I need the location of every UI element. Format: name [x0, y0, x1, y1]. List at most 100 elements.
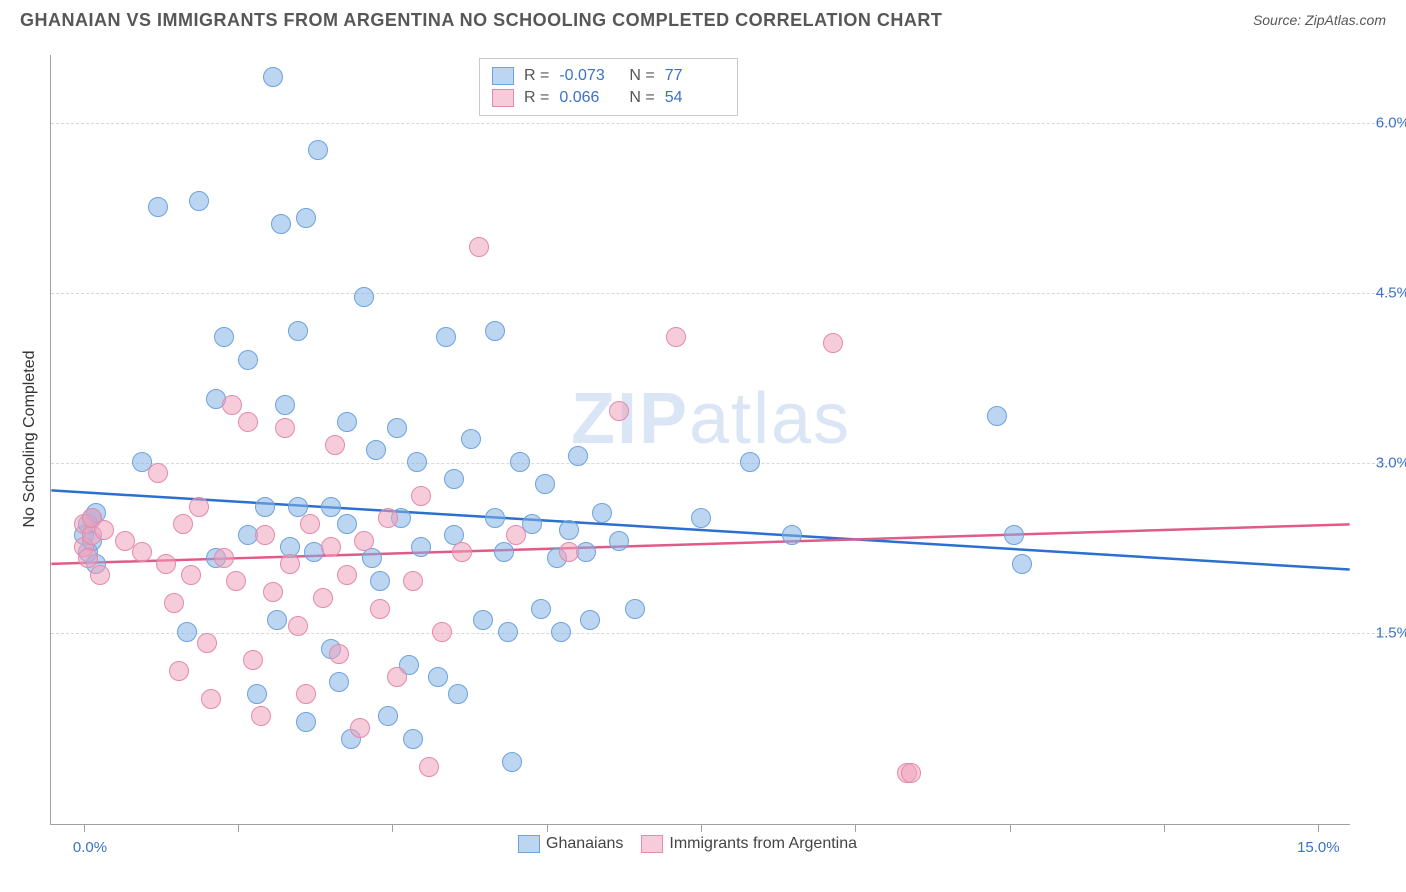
- scatter-point: [580, 610, 600, 630]
- scatter-point: [419, 757, 439, 777]
- legend-N-value: 54: [665, 89, 725, 107]
- x-tick: [392, 824, 393, 832]
- scatter-point: [255, 497, 275, 517]
- scatter-point: [177, 622, 197, 642]
- scatter-point: [181, 565, 201, 585]
- legend-N-label: N =: [629, 89, 654, 107]
- scatter-point: [321, 537, 341, 557]
- y-tick-label: 6.0%: [1376, 114, 1406, 131]
- scatter-point: [288, 616, 308, 636]
- scatter-point: [428, 667, 448, 687]
- scatter-point: [740, 452, 760, 472]
- scatter-point: [148, 463, 168, 483]
- scatter-point: [164, 593, 184, 613]
- scatter-point: [94, 520, 114, 540]
- scatter-point: [337, 565, 357, 585]
- scatter-point: [271, 214, 291, 234]
- scatter-point: [473, 610, 493, 630]
- scatter-point: [691, 508, 711, 528]
- scatter-point: [452, 542, 472, 562]
- legend-R-value: -0.073: [559, 67, 619, 85]
- legend-swatch: [641, 835, 663, 853]
- scatter-point: [609, 401, 629, 421]
- scatter-point: [222, 395, 242, 415]
- y-tick-label: 1.5%: [1376, 624, 1406, 641]
- scatter-point: [403, 571, 423, 591]
- scatter-point: [173, 514, 193, 534]
- scatter-point: [243, 650, 263, 670]
- scatter-point: [494, 542, 514, 562]
- scatter-point: [1004, 525, 1024, 545]
- scatter-point: [148, 197, 168, 217]
- scatter-point: [403, 729, 423, 749]
- scatter-point: [325, 435, 345, 455]
- legend-N-label: N =: [629, 67, 654, 85]
- scatter-point: [485, 508, 505, 528]
- x-tick: [1318, 824, 1319, 832]
- legend-swatch: [492, 89, 514, 107]
- scatter-point: [226, 571, 246, 591]
- scatter-point: [275, 418, 295, 438]
- scatter-point: [288, 321, 308, 341]
- legend-R-value: 0.066: [559, 89, 619, 107]
- scatter-point: [559, 542, 579, 562]
- scatter-point: [366, 440, 386, 460]
- scatter-point: [354, 287, 374, 307]
- scatter-point: [531, 599, 551, 619]
- legend-correlation: R =-0.073N =77R =0.066N =54: [479, 58, 738, 116]
- chart-container: GHANAIAN VS IMMIGRANTS FROM ARGENTINA NO…: [0, 0, 1406, 892]
- scatter-point: [296, 712, 316, 732]
- scatter-point: [132, 542, 152, 562]
- scatter-point: [189, 497, 209, 517]
- scatter-point: [568, 446, 588, 466]
- scatter-point: [313, 588, 333, 608]
- scatter-point: [280, 554, 300, 574]
- scatter-point: [510, 452, 530, 472]
- scatter-point: [444, 469, 464, 489]
- scatter-point: [251, 706, 271, 726]
- scatter-point: [238, 350, 258, 370]
- scatter-point: [506, 525, 526, 545]
- legend-N-value: 77: [665, 67, 725, 85]
- scatter-point: [329, 672, 349, 692]
- legend-R-label: R =: [524, 67, 549, 85]
- scatter-point: [411, 486, 431, 506]
- scatter-point: [378, 706, 398, 726]
- scatter-point: [263, 67, 283, 87]
- scatter-point: [296, 684, 316, 704]
- legend-correlation-row: R =0.066N =54: [492, 87, 725, 109]
- x-tick: [701, 824, 702, 832]
- scatter-point: [321, 497, 341, 517]
- scatter-point: [559, 520, 579, 540]
- x-tick: [1164, 824, 1165, 832]
- scatter-point: [432, 622, 452, 642]
- scatter-point: [197, 633, 217, 653]
- scatter-point: [987, 406, 1007, 426]
- scatter-point: [255, 525, 275, 545]
- scatter-point: [308, 140, 328, 160]
- x-tick: [855, 824, 856, 832]
- scatter-point: [300, 514, 320, 534]
- legend-series-item: Ghanaians: [518, 835, 623, 853]
- legend-series: GhanaiansImmigrants from Argentina: [518, 835, 857, 853]
- scatter-point: [296, 208, 316, 228]
- scatter-point: [551, 622, 571, 642]
- scatter-point: [238, 412, 258, 432]
- x-tick: [547, 824, 548, 832]
- scatter-point: [201, 689, 221, 709]
- scatter-point: [169, 661, 189, 681]
- scatter-point: [189, 191, 209, 211]
- scatter-point: [387, 418, 407, 438]
- x-axis-min-label: 0.0%: [73, 839, 107, 856]
- scatter-point: [625, 599, 645, 619]
- scatter-point: [214, 327, 234, 347]
- y-tick-label: 4.5%: [1376, 284, 1406, 301]
- scatter-point: [350, 718, 370, 738]
- scatter-point: [436, 327, 456, 347]
- gridline-h: [51, 463, 1390, 464]
- scatter-point: [247, 684, 267, 704]
- legend-swatch: [518, 835, 540, 853]
- scatter-point: [337, 412, 357, 432]
- x-axis-max-label: 15.0%: [1297, 839, 1340, 856]
- y-axis-label: No Schooling Completed: [21, 329, 39, 549]
